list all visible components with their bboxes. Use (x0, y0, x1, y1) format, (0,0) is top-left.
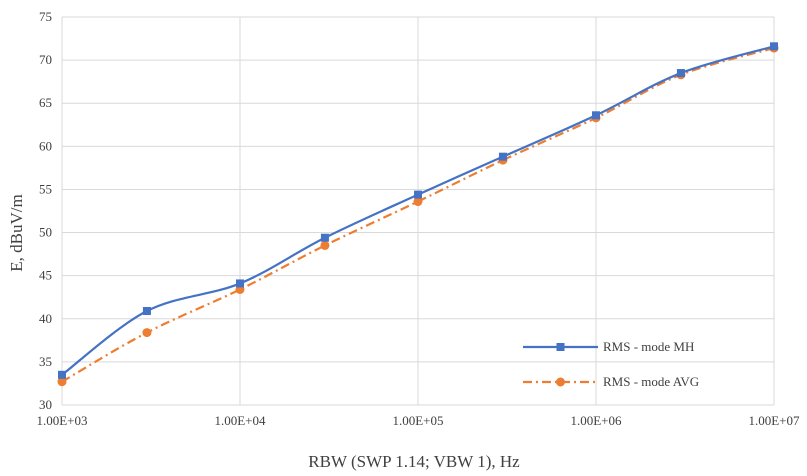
x-tick-label: 1.00E+07 (748, 413, 800, 428)
legend-marker (556, 377, 565, 387)
data-point-square (236, 279, 244, 288)
x-axis-title: RBW (SWP 1.14; VBW 1), Hz (308, 452, 520, 471)
data-point-square (498, 152, 507, 161)
legend-label: RMS - mode AVG (603, 374, 699, 389)
x-tick-label: 1.00E+03 (36, 413, 87, 428)
data-point-square (592, 111, 600, 120)
data-point-square (414, 190, 422, 199)
y-tick-label: 65 (39, 95, 52, 110)
data-point-square (320, 233, 329, 242)
data-point-circle (142, 328, 152, 338)
legend: RMS - mode MH RMS - mode AVG (523, 339, 699, 389)
y-tick-label: 50 (39, 225, 52, 240)
y-tick-label: 55 (39, 181, 52, 196)
y-tick-label: 75 (39, 9, 52, 24)
x-tick-label: 1.00E+05 (392, 413, 443, 428)
legend-item: RMS - mode AVG (523, 374, 699, 389)
grid (61, 16, 775, 406)
y-axis-title: E, dBuV/m (7, 194, 26, 271)
data-point-circle (57, 377, 67, 387)
data-point-circle (320, 240, 330, 250)
y-tick-label: 70 (39, 52, 52, 67)
series-rms-mh (58, 42, 778, 379)
data-point-square (770, 42, 778, 51)
x-tick-label: 1.00E+06 (570, 413, 622, 428)
legend-item: RMS - mode MH (523, 339, 694, 354)
tick-labels: 30 35 40 45 50 55 60 65 70 75 1.00E+03 1.00E+04 1.00… (36, 9, 800, 428)
y-tick-label: 60 (39, 138, 52, 153)
legend-marker (556, 343, 565, 351)
y-tick-label: 40 (39, 311, 52, 326)
data-point-square (142, 307, 151, 316)
data-point-square (676, 69, 685, 78)
legend-label: RMS - mode MH (603, 339, 694, 354)
x-tick-label: 1.00E+04 (214, 413, 266, 428)
y-tick-label: 35 (39, 354, 52, 369)
data-point-circle (413, 197, 423, 207)
y-tick-label: 30 (39, 397, 52, 412)
y-tick-label: 45 (39, 268, 52, 283)
series-layer (57, 42, 779, 387)
data-point-square (58, 370, 66, 379)
